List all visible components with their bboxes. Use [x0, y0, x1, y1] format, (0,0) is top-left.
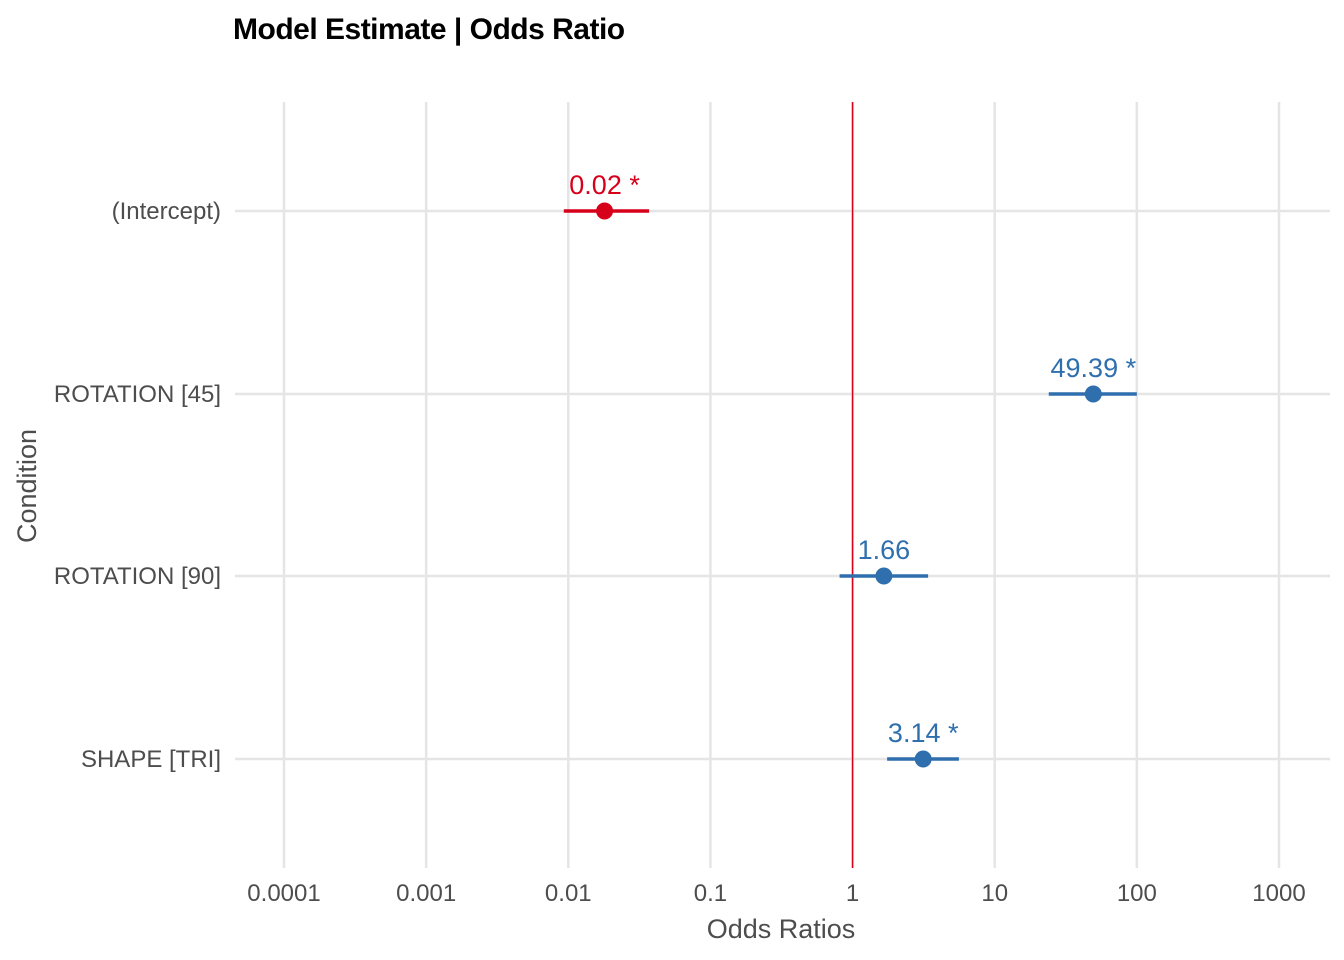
y-tick-labels: (Intercept) ROTATION [45] ROTATION [90] SHA… [54, 198, 221, 773]
y-tick-label: SHAPE [TRI] [81, 746, 221, 773]
x-tick-label: 0.01 [545, 880, 592, 907]
x-tick-label: 10 [981, 880, 1008, 907]
x-axis-label: Odds Ratios [707, 914, 856, 944]
x-tick-label: 0.1 [694, 880, 727, 907]
estimate-label: 3.14 * [888, 718, 959, 748]
estimate-point [914, 750, 932, 768]
y-tick-label: ROTATION [45] [54, 381, 221, 408]
chart-title: Model Estimate | Odds Ratio [233, 13, 625, 46]
data-marks: 0.02 * 49.39 * 1.66 3.14 * [563, 170, 1137, 768]
estimate-point [1084, 385, 1102, 403]
x-tick-label: 0.0001 [247, 880, 320, 907]
x-tick-labels: 0.0001 0.001 0.01 0.1 1 10 100 1000 [247, 880, 1305, 907]
estimate-label: 49.39 * [1051, 353, 1137, 383]
x-tick-label: 0.001 [396, 880, 456, 907]
x-tick-label: 1000 [1252, 880, 1305, 907]
estimate-label: 0.02 * [569, 170, 640, 200]
y-tick-label: ROTATION [90] [54, 563, 221, 590]
y-gridlines [235, 209, 1330, 761]
x-gridlines [282, 102, 1281, 868]
estimate-point [875, 567, 893, 585]
x-tick-label: 1 [846, 880, 859, 907]
y-tick-label: (Intercept) [112, 198, 221, 225]
x-tick-label: 100 [1117, 880, 1157, 907]
y-axis-label: Condition [12, 429, 42, 543]
estimate-point [596, 202, 614, 220]
estimate-label: 1.66 [858, 535, 911, 565]
